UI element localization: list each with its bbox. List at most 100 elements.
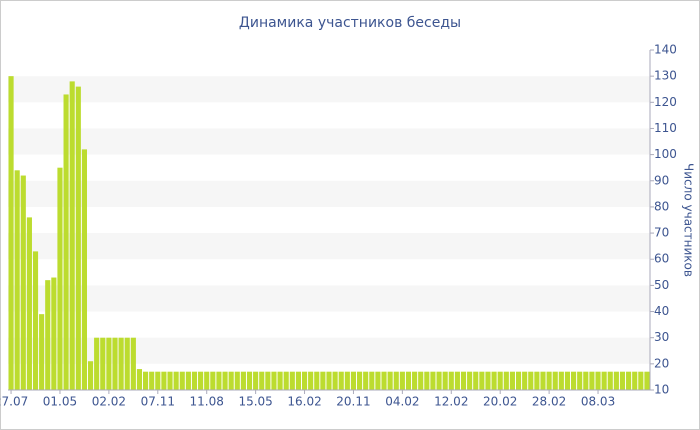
x-tick-label: 27.07 xyxy=(0,395,28,409)
bar xyxy=(424,371,430,390)
bar xyxy=(161,371,167,390)
bar xyxy=(173,371,179,390)
bar xyxy=(595,371,601,390)
bar xyxy=(326,371,332,390)
bar xyxy=(185,371,191,390)
bar xyxy=(20,175,26,390)
bar xyxy=(363,371,369,390)
bar xyxy=(491,371,497,390)
x-tick-label: 15.05 xyxy=(238,395,272,409)
bar xyxy=(436,371,442,390)
bar xyxy=(632,371,638,390)
bar xyxy=(289,371,295,390)
bar xyxy=(387,371,393,390)
bar xyxy=(210,371,216,390)
bar xyxy=(534,371,540,390)
bar xyxy=(179,371,185,390)
bar xyxy=(540,371,546,390)
bar xyxy=(216,371,222,390)
bar xyxy=(467,371,473,390)
bar xyxy=(546,371,552,390)
bar xyxy=(26,217,32,390)
y-axis-label: Число участников xyxy=(682,163,696,277)
bar xyxy=(607,371,613,390)
bar xyxy=(271,371,277,390)
bar xyxy=(589,371,595,390)
bar xyxy=(497,371,503,390)
bar xyxy=(57,167,63,390)
bar xyxy=(277,371,283,390)
grid-band xyxy=(8,180,650,207)
bar xyxy=(63,94,69,390)
bar xyxy=(344,371,350,390)
bar xyxy=(283,371,289,390)
x-tick-label: 04.02 xyxy=(385,395,419,409)
bar xyxy=(515,371,522,390)
bar xyxy=(369,371,375,390)
bar xyxy=(338,371,344,390)
bar xyxy=(253,371,259,390)
bar xyxy=(265,371,271,390)
bar xyxy=(81,149,87,390)
x-tick-label: 02.02 xyxy=(92,395,126,409)
bar xyxy=(39,314,45,390)
bar xyxy=(613,371,619,390)
bar xyxy=(448,371,454,390)
bar xyxy=(460,371,467,390)
bar xyxy=(234,371,240,390)
bar xyxy=(430,371,436,390)
x-tick-label: 08.03 xyxy=(581,395,615,409)
x-tick-label: 01.05 xyxy=(43,395,77,409)
bar xyxy=(485,371,491,390)
bar xyxy=(112,337,118,390)
y-tick-label: 70 xyxy=(654,226,669,240)
grid-band xyxy=(8,233,650,260)
bar xyxy=(136,369,143,390)
bar xyxy=(332,371,338,390)
bar xyxy=(552,371,558,390)
bar xyxy=(155,371,161,390)
x-tick-label: 11.08 xyxy=(190,395,224,409)
bar xyxy=(124,337,130,390)
bar xyxy=(198,371,204,390)
x-tick-label: 07.11 xyxy=(141,395,175,409)
bar xyxy=(638,371,644,390)
bar xyxy=(149,371,155,390)
bar xyxy=(143,371,149,390)
bar xyxy=(644,371,650,390)
bar xyxy=(442,371,448,390)
y-tick-label: 120 xyxy=(654,95,677,109)
y-tick-label: 100 xyxy=(654,147,677,161)
bar xyxy=(130,337,136,390)
y-tick-label: 20 xyxy=(654,356,669,370)
bar xyxy=(571,371,577,390)
bar xyxy=(51,277,57,390)
bar xyxy=(191,371,198,390)
grid-band xyxy=(8,285,650,312)
bar xyxy=(601,371,607,390)
y-tick-label: 10 xyxy=(654,383,669,397)
bar xyxy=(204,371,210,390)
bar xyxy=(118,337,124,390)
bar xyxy=(564,371,571,390)
bar xyxy=(320,371,326,390)
y-tick-label: 130 xyxy=(654,69,677,83)
x-tick-label: 12.02 xyxy=(434,395,468,409)
bar xyxy=(94,337,100,390)
x-tick-label: 28.02 xyxy=(532,395,566,409)
bar xyxy=(522,371,528,390)
bar xyxy=(405,371,412,390)
bar xyxy=(8,76,14,391)
bar xyxy=(301,371,308,390)
bar xyxy=(222,371,228,390)
y-tick-label: 80 xyxy=(654,199,669,213)
bar xyxy=(87,361,94,390)
grid-band xyxy=(8,76,650,103)
bar xyxy=(167,371,173,390)
bar xyxy=(626,371,632,390)
bar xyxy=(75,86,81,390)
bar xyxy=(479,371,485,390)
bar xyxy=(577,371,583,390)
chart-title: Динамика участников беседы xyxy=(239,15,461,31)
